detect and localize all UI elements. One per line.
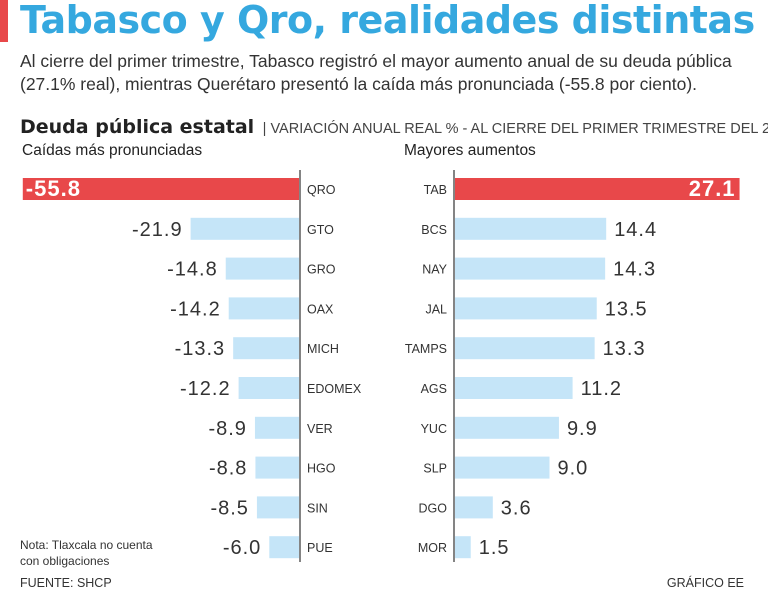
- bar-edomex: [238, 377, 299, 399]
- category-label-qro: QRO: [307, 183, 336, 197]
- category-label-tamps: TAMPS: [405, 342, 447, 356]
- value-label-tamps: 13.3: [603, 338, 646, 360]
- value-label-tab: 27.1: [689, 176, 736, 201]
- category-label-nay: NAY: [422, 263, 447, 277]
- category-label-hgo: HGO: [307, 462, 336, 476]
- bar-oax: [228, 297, 299, 320]
- value-label-jal: 13.5: [605, 298, 648, 320]
- value-label-hgo: -8.8: [209, 458, 247, 480]
- title-accent-bar: [0, 0, 8, 42]
- category-label-bcs: BCS: [421, 223, 447, 237]
- value-label-ags: 11.2: [581, 378, 622, 400]
- left-panel-label: Caídas más pronunciadas: [22, 142, 203, 159]
- category-label-pue: PUE: [307, 541, 333, 555]
- value-label-qro: -55.8: [26, 176, 81, 201]
- bar-bcs: [455, 217, 607, 240]
- value-label-oax: -14.2: [170, 298, 221, 320]
- graphic-credit: GRÁFICO EE: [666, 576, 744, 590]
- value-label-slp: 9.0: [558, 458, 589, 480]
- value-label-gto: -21.9: [132, 219, 183, 241]
- bar-ver: [254, 416, 299, 439]
- category-label-slp: SLP: [423, 462, 447, 476]
- source-label: FUENTE: SHCP: [20, 576, 112, 590]
- bar-tab: [455, 178, 740, 200]
- category-label-ags: AGS: [421, 382, 447, 396]
- bar-qro: [22, 178, 299, 200]
- chart-subtitle: | VARIACIÓN ANUAL REAL % - AL CIERRE DEL…: [262, 121, 768, 137]
- bar-gro: [225, 257, 299, 280]
- chart-title: Deuda pública estatal: [20, 116, 255, 138]
- category-label-gro: GRO: [307, 263, 336, 277]
- bar-slp: [455, 456, 550, 479]
- bar-yuc: [455, 416, 559, 439]
- category-label-jal: JAL: [425, 302, 447, 316]
- value-label-yuc: 9.9: [567, 418, 598, 440]
- bar-dgo: [455, 496, 493, 519]
- value-label-nay: 14.3: [613, 259, 656, 281]
- value-label-pue: -6.0: [223, 537, 261, 559]
- bar-hgo: [255, 456, 299, 479]
- value-label-mich: -13.3: [175, 338, 226, 360]
- category-label-oax: OAX: [307, 302, 334, 316]
- bar-pue: [269, 536, 299, 559]
- category-label-gto: GTO: [307, 223, 334, 237]
- page-title: Tabasco y Qro, realidades distintas: [20, 0, 755, 42]
- bar-mor: [455, 536, 471, 559]
- category-label-mich: MICH: [307, 342, 339, 356]
- footnote-text: Nota: Tlaxcala no cuenta con obligacione…: [20, 538, 153, 568]
- value-label-edomex: -12.2: [180, 378, 231, 400]
- bar-jal: [455, 297, 597, 320]
- value-label-bcs: 14.4: [614, 219, 657, 241]
- bar-nay: [455, 257, 606, 280]
- footnote: Nota: Tlaxcala no cuenta con obligacione…: [20, 537, 160, 569]
- value-label-sin: -8.5: [210, 497, 248, 519]
- category-label-mor: MOR: [418, 541, 447, 555]
- category-label-yuc: YUC: [421, 422, 447, 436]
- category-label-ver: VER: [307, 422, 333, 436]
- category-label-tab: TAB: [424, 183, 447, 197]
- chart-header: Deuda pública estatal | VARIACIÓN ANUAL …: [20, 116, 768, 138]
- page-subtitle: Al cierre del primer trimestre, Tabasco …: [20, 51, 732, 94]
- value-label-ver: -8.9: [208, 418, 246, 440]
- bar-mich: [233, 337, 299, 360]
- value-label-dgo: 3.6: [501, 497, 532, 519]
- bar-tamps: [455, 337, 595, 360]
- value-label-mor: 1.5: [479, 537, 510, 559]
- value-label-gro: -14.8: [167, 259, 218, 281]
- bar-gto: [190, 217, 299, 240]
- bar-sin: [256, 496, 299, 519]
- category-label-dgo: DGO: [419, 501, 448, 515]
- category-label-edomex: EDOMEX: [307, 382, 362, 396]
- category-label-sin: SIN: [307, 501, 328, 515]
- bar-ags: [455, 377, 573, 399]
- right-panel-label: Mayores aumentos: [404, 142, 536, 159]
